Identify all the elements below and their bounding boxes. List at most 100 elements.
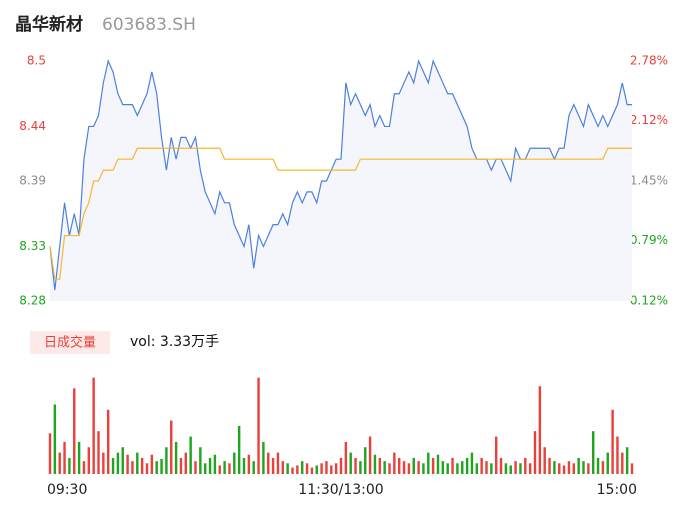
volume-bar <box>606 452 609 474</box>
volume-bar <box>558 463 561 474</box>
volume-bar <box>412 457 415 474</box>
volume-bar <box>223 461 226 474</box>
volume-bar <box>567 461 571 474</box>
volume-bar <box>417 461 420 474</box>
y-tick-label: 8.39 <box>19 174 46 188</box>
price-area <box>50 61 632 301</box>
y2-tick-label: 1.45% <box>630 174 668 188</box>
volume-bar <box>616 436 619 474</box>
volume-bar <box>174 441 178 474</box>
volume-bar <box>208 457 212 474</box>
y2-tick-label: 2.12% <box>630 113 668 127</box>
volume-bar <box>596 457 600 474</box>
y2-tick-label: 0.12% <box>630 294 668 308</box>
volume-bar <box>562 465 566 474</box>
volume-bar <box>228 463 231 474</box>
volume-bar <box>267 452 270 474</box>
y-tick-label: 8.44 <box>19 119 46 133</box>
volume-bar <box>121 447 124 474</box>
volume-bar <box>102 452 105 474</box>
y2-tick-label: 2.78% <box>630 54 668 68</box>
volume-bar <box>320 463 323 474</box>
volume-bar <box>397 457 401 474</box>
volume-bar <box>203 463 207 474</box>
volume-bar <box>53 404 57 474</box>
volume-bar <box>431 457 435 474</box>
volume-bar <box>543 447 546 474</box>
volume-bar <box>572 463 576 474</box>
stock-code: 603683.SH <box>102 15 196 35</box>
volume-bar <box>82 461 86 474</box>
volume-bar <box>422 463 425 474</box>
volume-bar <box>480 457 483 474</box>
volume-bar <box>378 457 382 474</box>
volume-bar <box>354 457 357 474</box>
volume-bar <box>242 457 246 474</box>
x-tick-label: 09:30 <box>47 482 87 498</box>
volume-bar <box>58 452 61 474</box>
volume-bar <box>73 388 76 474</box>
volume-bar <box>68 457 71 474</box>
volume-bar <box>276 452 280 474</box>
volume-bar <box>237 425 241 474</box>
average-line <box>49 147 632 280</box>
volume-bar <box>388 463 391 474</box>
volume-bar <box>383 461 386 474</box>
volume-bar <box>436 454 440 474</box>
volume-bar <box>286 463 289 474</box>
volume-bar <box>111 457 115 474</box>
volume-bar <box>271 457 275 474</box>
volume-bar <box>116 452 120 474</box>
volume-bar <box>334 463 338 474</box>
volume-bar <box>310 467 314 474</box>
volume-bar <box>160 459 163 474</box>
volume-bar <box>300 461 304 474</box>
volume-bar <box>407 463 411 474</box>
volume-bar <box>281 461 285 474</box>
volume-bar <box>446 463 449 474</box>
volume-bar <box>485 461 488 474</box>
volume-bar <box>621 452 624 474</box>
volume-bar <box>92 377 95 474</box>
volume-bar <box>63 441 66 474</box>
volume-bar <box>393 452 396 474</box>
y-tick-label: 8.5 <box>27 54 46 68</box>
volume-bar <box>145 463 149 474</box>
volume-bar <box>97 431 100 474</box>
volume-bar <box>373 454 377 474</box>
volume-bar <box>296 465 299 474</box>
price-line <box>49 59 632 291</box>
volume-bar <box>461 461 464 474</box>
volume-bar <box>465 457 469 474</box>
volume-bar <box>601 461 605 474</box>
volume-bar <box>106 409 110 474</box>
volume-bar <box>364 447 367 474</box>
volume-bar <box>165 447 168 474</box>
volume-bar <box>262 441 265 474</box>
volume-bar <box>402 461 406 474</box>
volume-bar <box>179 457 183 474</box>
volume-bar <box>189 436 192 474</box>
volume-bar <box>519 463 522 474</box>
volume-bar <box>524 457 527 474</box>
volume-bar <box>490 463 493 474</box>
volume-bar <box>427 452 430 474</box>
volume-bar <box>325 461 328 474</box>
volume-bar <box>140 457 144 474</box>
volume-bar <box>213 454 217 474</box>
volume-bar <box>359 461 362 474</box>
y-tick-label: 8.33 <box>19 239 46 253</box>
volume-bar <box>451 457 454 474</box>
volume-bar <box>155 461 158 474</box>
volume-bar <box>456 463 459 474</box>
volume-bar <box>514 461 517 474</box>
volume-bar <box>48 433 52 474</box>
volume-bar <box>339 457 343 474</box>
volume-bar <box>368 436 372 474</box>
volume-bar <box>470 452 474 474</box>
volume-bar <box>199 447 202 474</box>
volume-bar <box>184 452 188 474</box>
volume-bar <box>131 461 134 474</box>
volume-bar <box>315 465 318 474</box>
